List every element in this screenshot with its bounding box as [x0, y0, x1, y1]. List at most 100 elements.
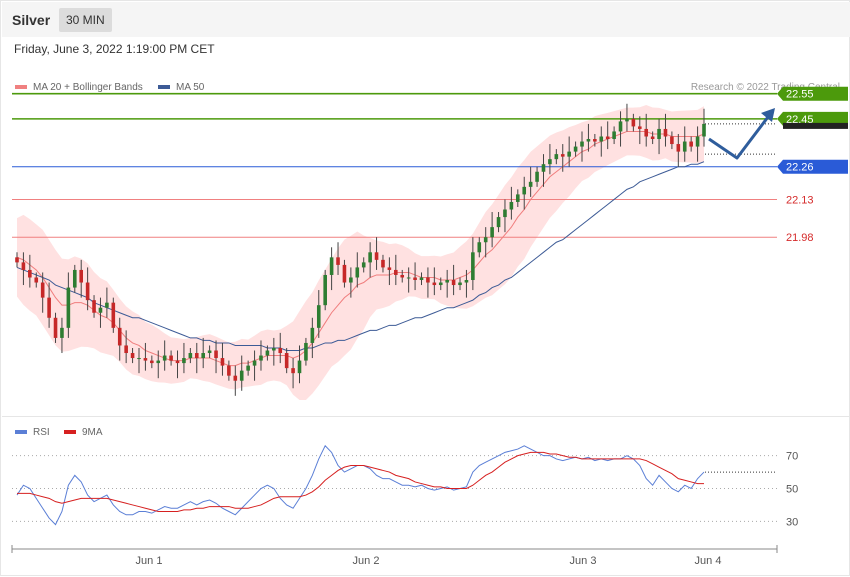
candle-body [426, 277, 430, 283]
candle-body [310, 327, 315, 343]
candle-body [381, 259, 385, 268]
candle-body [34, 277, 39, 283]
candle-body [227, 365, 231, 376]
ma50-line [16, 161, 705, 352]
candle-body [580, 141, 584, 147]
level-label-22.45: 22.45 [786, 114, 814, 126]
legend-swatch-ma20 [15, 85, 27, 90]
candle-body [689, 141, 693, 147]
candle-body [586, 139, 591, 142]
candle-body [98, 307, 103, 313]
candle-body [432, 282, 437, 286]
candle-body [625, 118, 629, 122]
legend-swatch-rsi [15, 430, 27, 435]
candle-body [477, 242, 482, 253]
candle-body [349, 277, 353, 283]
candle-body [573, 146, 578, 152]
candle-body [644, 128, 649, 137]
datetime-label: Friday, June 3, 2022 1:19:00 PM CET [14, 42, 215, 56]
candle-body [297, 360, 302, 374]
candle-body [79, 269, 84, 283]
candle-body [355, 267, 360, 278]
candle-body [387, 267, 392, 270]
x-tick-label: Jun 1 [136, 555, 163, 567]
forecast-arrowhead [761, 108, 775, 122]
instrument-title: Silver [12, 12, 51, 28]
candle-body [554, 154, 559, 160]
candle-body [400, 274, 405, 278]
candle-body [85, 282, 90, 301]
candle-body [246, 365, 250, 371]
candle-body [278, 347, 283, 354]
candle-body [471, 252, 475, 281]
bollinger-band [17, 105, 704, 401]
candle-body [618, 121, 623, 132]
candle-body [612, 131, 616, 140]
candle-body [599, 136, 604, 142]
candle-body [419, 277, 424, 281]
candle-body [374, 252, 379, 260]
candle-body [207, 350, 212, 354]
candle-body [631, 118, 636, 127]
candle-body [143, 358, 148, 361]
candle-body [233, 375, 238, 381]
candle-body [413, 277, 417, 281]
candle-body [105, 302, 109, 308]
candle-body [316, 305, 321, 328]
candle-body [239, 370, 244, 381]
candle-body [637, 126, 642, 129]
candle-body [214, 350, 218, 359]
candle-body [605, 136, 610, 140]
timeframe-button[interactable]: 30 MIN [59, 8, 112, 32]
candle-body [156, 360, 161, 364]
level-tag-22.26 [777, 159, 848, 174]
rsi-line [16, 444, 705, 526]
rsi-tick-30: 30 [786, 516, 798, 528]
candle-body [535, 171, 539, 182]
candle-body [522, 186, 527, 195]
candle-body [336, 257, 340, 265]
x-tick-label: Jun 2 [353, 555, 380, 567]
candle-body [528, 181, 533, 187]
candle-body [201, 353, 205, 359]
candle-body [702, 123, 706, 137]
candle-body [130, 353, 135, 359]
candle-body [516, 194, 520, 202]
candle-body [342, 264, 347, 283]
candle-body [15, 257, 19, 263]
level-tag-22.45 [777, 111, 848, 126]
candle-body [676, 144, 681, 152]
candle-body [53, 317, 58, 338]
candle-body [663, 128, 668, 137]
candle-body [169, 355, 173, 361]
candle-body [657, 128, 661, 140]
candle-body [252, 360, 257, 366]
candle-body [194, 353, 199, 359]
candle-body [329, 257, 334, 275]
candle-body [458, 282, 462, 286]
candle-body [291, 368, 295, 374]
level-label-22.13: 22.13 [786, 194, 814, 206]
legend-swatch-ma50 [158, 85, 170, 90]
candle-body [117, 327, 122, 346]
level-label-22.55: 22.55 [786, 89, 814, 101]
candle-body [483, 237, 488, 243]
candle-body [259, 355, 263, 361]
candle-body [368, 252, 372, 263]
legend-rsi-label: RSI [33, 427, 50, 438]
candle-body [567, 151, 571, 157]
candle-body [509, 201, 514, 210]
candle-body [175, 360, 180, 364]
candle-body [284, 353, 289, 369]
rsi-9ma-line [17, 451, 704, 512]
header-bar: Silver 30 MIN [2, 2, 850, 37]
x-tick-label: Jun 4 [695, 555, 722, 567]
panel-divider [2, 416, 850, 417]
candle-body [560, 154, 565, 157]
candle-body [394, 269, 398, 275]
candle-body [40, 282, 45, 298]
candle-body [682, 141, 687, 152]
candle-body [60, 327, 64, 338]
